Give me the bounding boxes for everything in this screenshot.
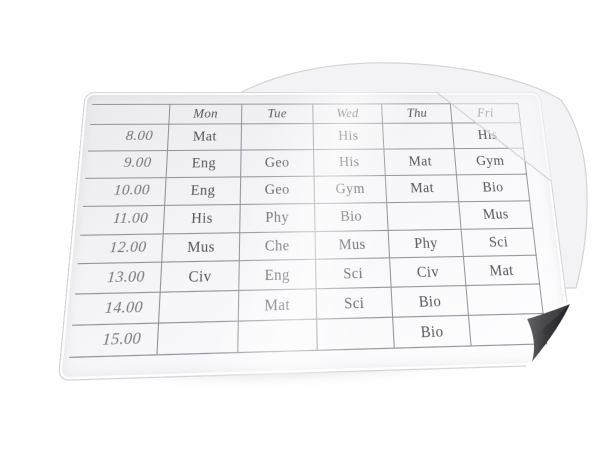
subject-cell: Mus	[315, 230, 390, 260]
subject-cell: Civ	[390, 257, 466, 288]
time-cell: 12.00	[78, 233, 164, 264]
subject-cell	[159, 291, 239, 323]
laminate-film-flap	[436, 92, 552, 183]
subject-cell: His	[163, 204, 240, 233]
day-header-wed: Wed	[312, 104, 383, 124]
time-cell: 8.00	[88, 124, 169, 151]
curled-corner-magnetic-back	[498, 286, 583, 374]
subject-cell: His	[313, 149, 386, 176]
subject-cell: Bio	[393, 315, 471, 348]
day-header-tue: Tue	[241, 104, 312, 124]
subject-cell	[387, 201, 461, 230]
subject-cell: Sci	[316, 287, 393, 319]
subject-cell	[316, 317, 394, 350]
subject-cell: Mus	[459, 200, 533, 228]
subject-cell: Che	[239, 231, 315, 261]
subject-cell: Gym	[314, 175, 387, 203]
subject-cell: Phy	[388, 229, 463, 259]
time-cell: 10.00	[83, 177, 166, 206]
subject-cell: Mat	[464, 256, 540, 286]
subject-cell: Eng	[166, 150, 241, 177]
time-cell: 9.00	[85, 150, 167, 178]
subject-cell: Bio	[391, 286, 468, 318]
time-cell: 14.00	[72, 292, 160, 325]
subject-cell: Mat	[168, 124, 242, 151]
subject-cell: Sci	[461, 228, 536, 257]
subject-cell: Sci	[315, 258, 391, 289]
time-cell: 11.00	[80, 205, 164, 235]
subject-cell: Mat	[238, 289, 316, 321]
subject-cell: Eng	[165, 177, 241, 205]
subject-cell: Geo	[240, 149, 313, 176]
subject-cell: His	[313, 123, 385, 149]
subject-cell: Geo	[240, 176, 314, 204]
subject-cell	[157, 321, 238, 355]
timetable-photo-scene: Mon Tue Wed Thu Fri 8.00 Mat His His	[0, 0, 600, 450]
subject-cell: Mus	[162, 232, 240, 262]
corner-cell	[90, 104, 170, 124]
time-cell: 15.00	[69, 323, 158, 357]
subject-cell: Civ	[160, 261, 239, 292]
day-header-mon: Mon	[169, 104, 242, 124]
subject-cell	[241, 124, 313, 150]
subject-cell: Bio	[314, 202, 388, 231]
subject-cell	[238, 319, 317, 352]
subject-cell: Phy	[240, 203, 315, 232]
timetable-card: Mon Tue Wed Thu Fri 8.00 Mat His His	[58, 92, 576, 381]
subject-cell: Eng	[239, 260, 316, 291]
time-cell: 13.00	[75, 263, 162, 295]
